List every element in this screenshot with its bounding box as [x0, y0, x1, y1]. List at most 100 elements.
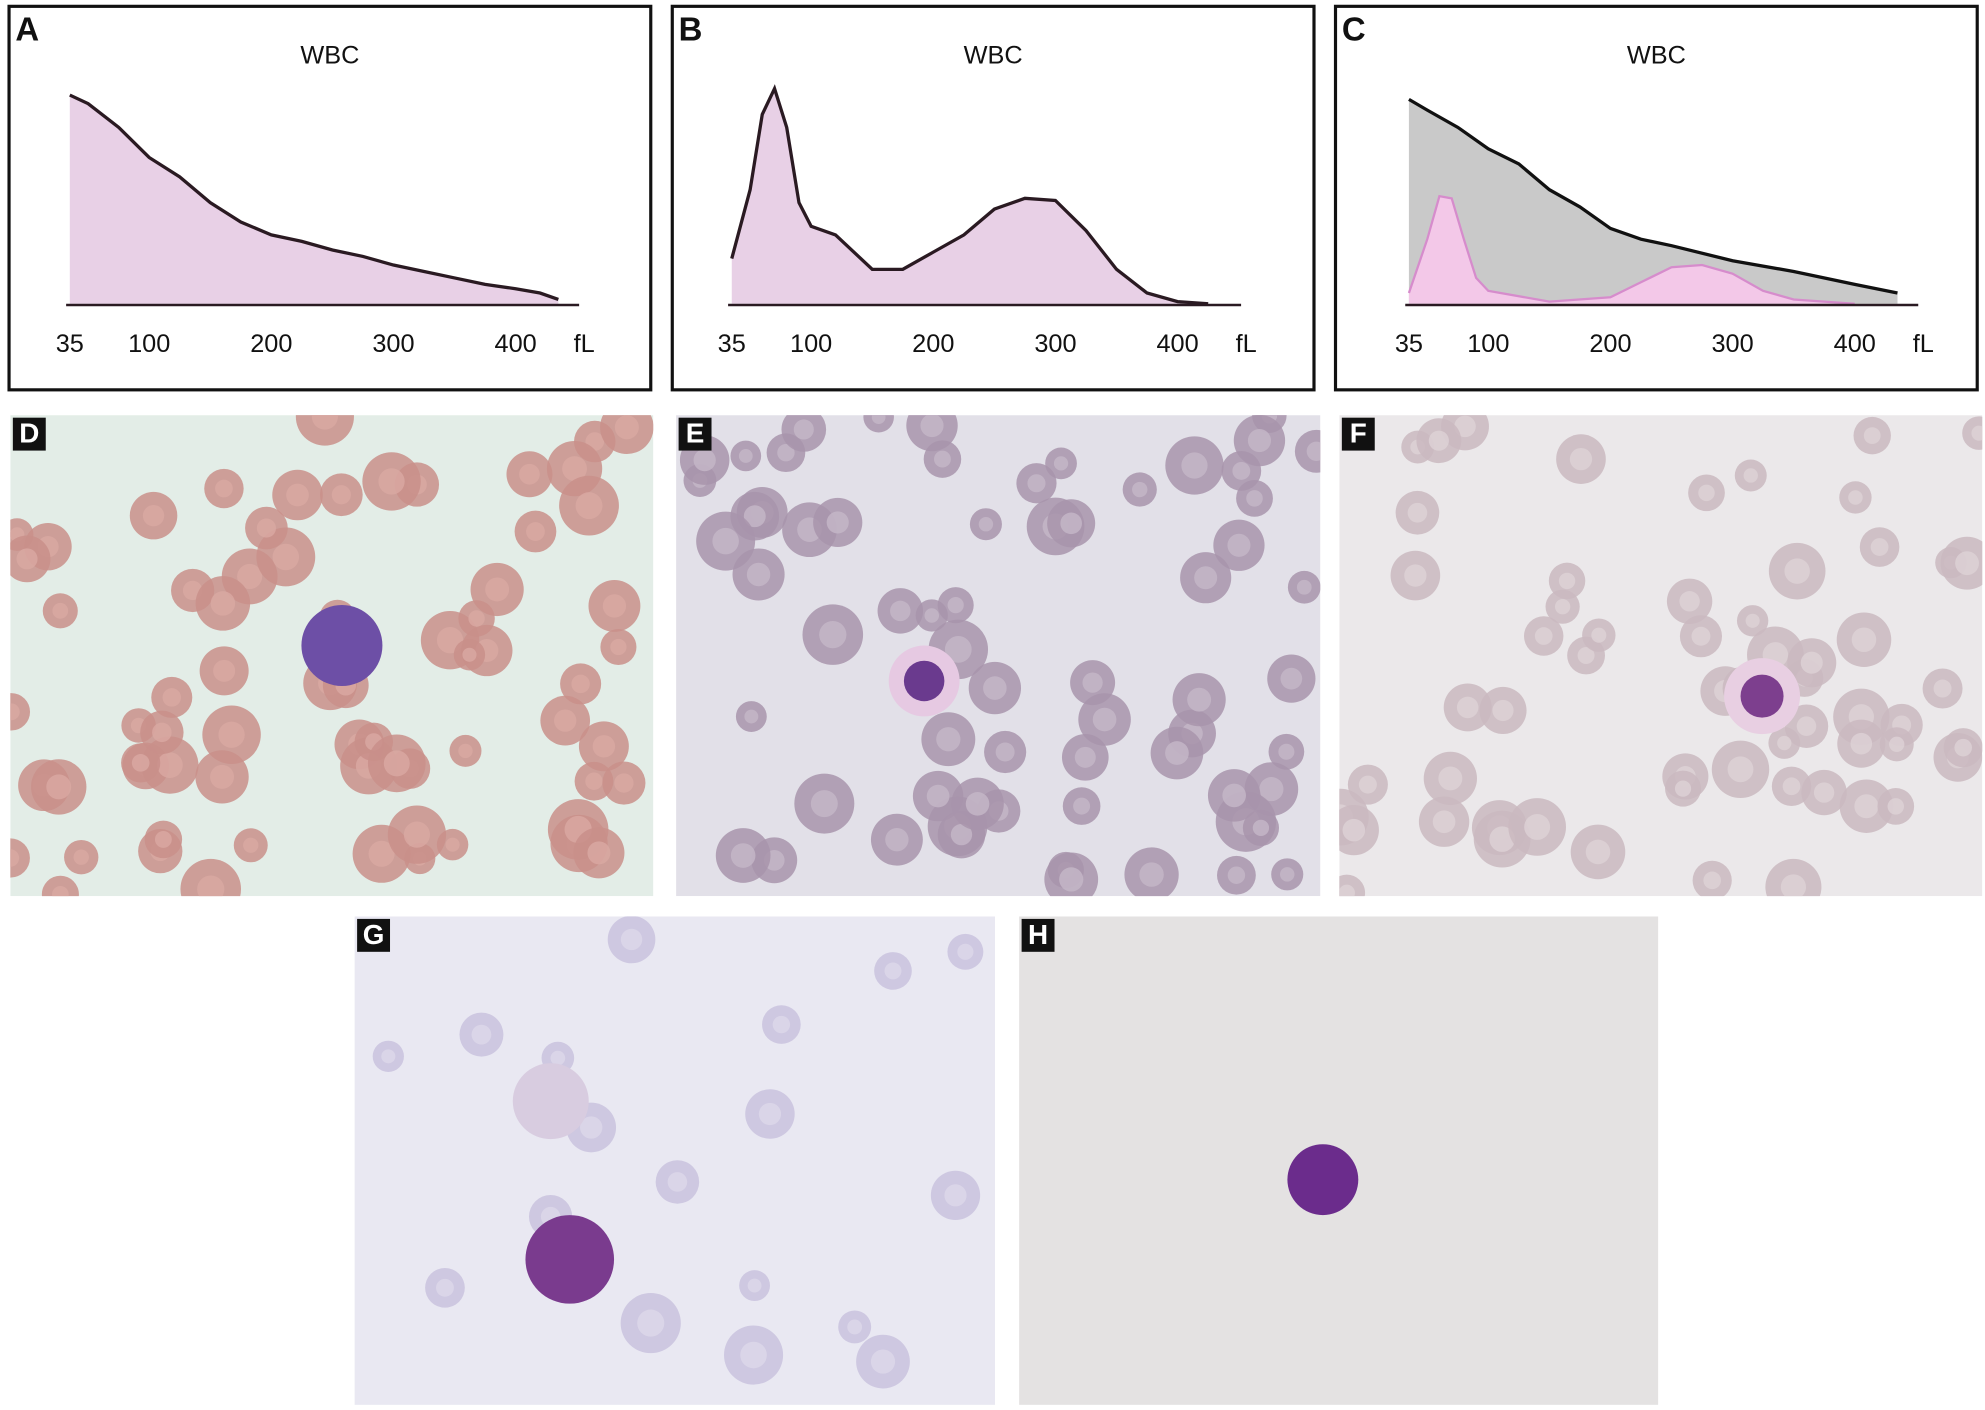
- cell-center: [1691, 626, 1711, 646]
- cell-center: [213, 659, 236, 682]
- cell-center: [1851, 627, 1877, 653]
- line: [730, 84, 1209, 306]
- cell-center: [73, 849, 89, 865]
- cell-center: [1889, 736, 1905, 752]
- cell-center: [819, 621, 847, 649]
- leukocyte: [512, 1063, 589, 1140]
- cell-center: [1745, 613, 1760, 628]
- cell-center: [1454, 415, 1476, 438]
- cell-center: [403, 821, 431, 848]
- x-tick-label: 35: [1395, 330, 1423, 358]
- cell-center: [1743, 468, 1758, 483]
- cell-center: [693, 448, 716, 472]
- cell-center: [1585, 839, 1611, 865]
- cell-center: [162, 688, 182, 707]
- cell-center: [1165, 741, 1189, 765]
- cell-center: [1727, 756, 1754, 783]
- cell-center: [924, 608, 940, 623]
- cell-center: [1674, 780, 1692, 797]
- cell-center: [1591, 627, 1607, 643]
- panel-label: F: [1350, 418, 1367, 449]
- cell-center: [884, 962, 902, 980]
- cell-center: [1181, 452, 1208, 479]
- cell-center: [16, 548, 38, 570]
- cell-center: [571, 674, 590, 694]
- line: [1407, 194, 1855, 305]
- cell-center: [1971, 425, 1983, 441]
- panel-label: E: [686, 418, 705, 449]
- line: [1408, 97, 1898, 295]
- cell-center: [458, 743, 473, 759]
- x-tick-label: 400: [1156, 330, 1198, 358]
- cell-center: [10, 703, 20, 721]
- cell: [295, 415, 354, 446]
- cell-center: [550, 1050, 566, 1066]
- micrograph: [676, 415, 1321, 897]
- x-tick-label: 35: [56, 330, 84, 358]
- x-unit: fL: [574, 330, 595, 358]
- cell-center: [995, 742, 1015, 762]
- cell-center: [1489, 826, 1515, 852]
- cell-center: [256, 518, 277, 538]
- cell-center: [215, 479, 233, 498]
- cell-center: [237, 563, 263, 590]
- panel-label: B: [679, 10, 703, 47]
- cell-center: [1252, 819, 1270, 837]
- cell-center: [197, 875, 225, 897]
- line: [69, 93, 559, 302]
- cell-center: [885, 828, 909, 852]
- cell-center: [445, 837, 460, 852]
- cell-center: [747, 1278, 762, 1293]
- cell-center: [1955, 551, 1979, 576]
- cell-center: [890, 600, 911, 622]
- cell-center: [1679, 591, 1700, 612]
- cell-center: [965, 792, 990, 816]
- cell-center: [1259, 777, 1284, 802]
- chart-title: WBC: [300, 42, 359, 70]
- cell-center: [52, 885, 69, 897]
- cell-center: [1848, 490, 1863, 505]
- cell-center: [1027, 474, 1046, 493]
- cell-center: [1073, 797, 1091, 815]
- cell-center: [1558, 572, 1576, 590]
- cell-center: [744, 709, 759, 724]
- cell-center: [637, 1309, 665, 1337]
- cell-center: [667, 1172, 688, 1192]
- cell-center: [1698, 484, 1715, 502]
- cell-center: [580, 1116, 603, 1139]
- cell-center: [746, 562, 771, 587]
- cell-center: [526, 522, 545, 541]
- x-tick-label: 100: [790, 330, 832, 358]
- cell-center: [471, 1024, 492, 1045]
- x-tick-label: 200: [1589, 330, 1631, 358]
- x-tick-label: 300: [372, 330, 414, 358]
- cell-center: [602, 594, 627, 618]
- x-tick-label: 300: [1711, 330, 1753, 358]
- cell-center: [1780, 874, 1807, 897]
- cell-center: [1534, 627, 1553, 645]
- cell-center: [936, 727, 961, 752]
- cell-center: [793, 419, 814, 440]
- cell-center: [1850, 732, 1873, 755]
- x-tick-label: 100: [1467, 330, 1509, 358]
- micrograph: [354, 916, 996, 1405]
- cell-center: [712, 527, 739, 555]
- leukocyte: [1287, 1144, 1359, 1216]
- cell-center: [311, 415, 338, 430]
- panel-label: C: [1342, 10, 1366, 47]
- cell-center: [378, 468, 405, 495]
- cell-center: [1139, 862, 1164, 887]
- cell-center: [1524, 813, 1551, 840]
- cell-center: [1194, 566, 1218, 590]
- cell-center: [1227, 533, 1251, 557]
- area: [1408, 99, 1898, 304]
- panel-label-box: [12, 417, 46, 451]
- micrograph: [1019, 916, 1659, 1405]
- leukocyte: [301, 605, 383, 687]
- cell-center: [1703, 871, 1722, 890]
- cell-center: [1306, 441, 1321, 461]
- cell-center: [1863, 427, 1881, 445]
- panel-label-box: [1021, 918, 1055, 952]
